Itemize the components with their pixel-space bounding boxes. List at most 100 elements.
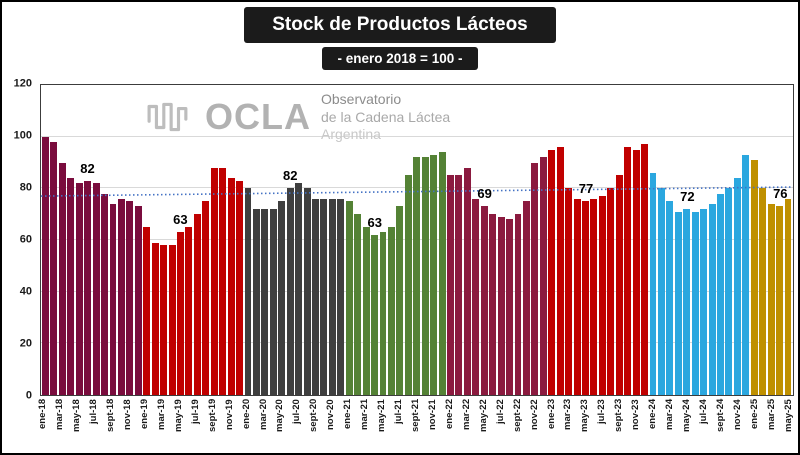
x-axis-label: nov-23 bbox=[630, 399, 642, 430]
bar-nov-20 bbox=[328, 198, 336, 395]
y-axis: 0 20 40 60 80 100 120 bbox=[2, 78, 37, 401]
bar-jul-23 bbox=[598, 196, 606, 395]
bar-oct-19 bbox=[219, 167, 227, 395]
x-axis-label: jul-19 bbox=[189, 399, 201, 424]
y-axis-label: 20 bbox=[19, 337, 32, 350]
x-axis-label: ene-25 bbox=[748, 399, 760, 430]
plot-area: OCLA Observatorio de la Cadena Láctea Ar… bbox=[40, 84, 794, 396]
bar-feb-20 bbox=[252, 209, 260, 395]
bar-abr-19 bbox=[168, 245, 176, 395]
bar-abr-18 bbox=[67, 178, 75, 395]
bar-sept-19 bbox=[210, 167, 218, 395]
bar-sept-21 bbox=[413, 157, 421, 395]
x-axis-label: jul-20 bbox=[291, 399, 303, 424]
bar-ene-23 bbox=[548, 149, 556, 395]
y-axis-label: 100 bbox=[13, 129, 32, 142]
bar-may-23 bbox=[582, 201, 589, 395]
x-axis-label: sept-22 bbox=[511, 399, 523, 433]
bar-sept-24 bbox=[717, 193, 724, 395]
bar-ene-20 bbox=[244, 188, 252, 395]
watermark-text: Observatorio de la Cadena Láctea Argenti… bbox=[321, 91, 450, 144]
bar-sept-23 bbox=[615, 175, 623, 395]
x-axis-label: ene-23 bbox=[545, 399, 557, 430]
x-axis-label: nov-19 bbox=[223, 399, 235, 430]
x-axis-label: may-25 bbox=[782, 399, 794, 432]
ocla-logo-icon bbox=[147, 103, 188, 132]
bar-sept-20 bbox=[312, 198, 319, 395]
x-axis-label: nov-22 bbox=[528, 399, 540, 430]
bar-jul-20 bbox=[295, 183, 303, 395]
x-axis-label: may-21 bbox=[376, 399, 388, 432]
x-axis-label: ene-20 bbox=[240, 399, 252, 430]
y-axis-label: 80 bbox=[19, 181, 32, 194]
x-axis-label: sept-19 bbox=[206, 399, 218, 433]
bar-abr-24 bbox=[674, 211, 682, 395]
bar-jul-24 bbox=[700, 209, 708, 395]
bar-feb-19 bbox=[151, 242, 159, 395]
x-axis-label: sept-23 bbox=[613, 399, 625, 433]
data-label: 69 bbox=[477, 186, 492, 202]
bar-jun-20 bbox=[286, 188, 294, 395]
bar-feb-23 bbox=[556, 147, 564, 395]
bar-jun-19 bbox=[185, 227, 193, 395]
bar-may-18 bbox=[75, 183, 83, 395]
bar-sept-22 bbox=[514, 214, 522, 395]
x-axis-label: mar-22 bbox=[460, 399, 472, 431]
bar-mar-18 bbox=[58, 162, 66, 395]
bar-ene-18 bbox=[42, 136, 49, 395]
bar-oct-24 bbox=[725, 188, 733, 395]
bar-nov-23 bbox=[632, 149, 640, 395]
bar-dic-21 bbox=[438, 152, 446, 395]
y-axis-label: 120 bbox=[13, 77, 32, 90]
x-axis-label: nov-18 bbox=[121, 399, 133, 430]
x-axis-label: may-18 bbox=[71, 399, 83, 432]
x-axis-label: ene-24 bbox=[647, 399, 659, 430]
x-axis-label: nov-24 bbox=[731, 399, 743, 430]
bar-nov-19 bbox=[227, 178, 235, 395]
bar-feb-21 bbox=[354, 214, 362, 395]
bar-jul-18 bbox=[92, 183, 100, 395]
bar-jul-22 bbox=[497, 216, 505, 395]
chart-header: Stock de Productos Lácteos - enero 2018 … bbox=[2, 7, 798, 70]
x-axis-label: mar-23 bbox=[562, 399, 574, 431]
gridline bbox=[41, 135, 793, 137]
data-label: 82 bbox=[80, 160, 95, 176]
bar-jul-21 bbox=[396, 206, 404, 395]
bar-ago-24 bbox=[708, 203, 716, 395]
bar-ago-21 bbox=[404, 175, 412, 395]
x-axis-label: ene-21 bbox=[342, 399, 354, 430]
x-axis-label: nov-21 bbox=[426, 399, 438, 430]
bar-ago-22 bbox=[506, 219, 513, 395]
watermark-line1: Observatorio bbox=[321, 91, 402, 107]
bar-abr-21 bbox=[371, 234, 378, 395]
bar-mar-21 bbox=[362, 227, 370, 395]
bar-may-19 bbox=[177, 232, 184, 395]
watermark-line2: de la Cadena Láctea bbox=[321, 108, 451, 125]
bar-may-22 bbox=[480, 206, 488, 395]
bar-ago-23 bbox=[607, 188, 615, 395]
x-axis-label: mar-18 bbox=[54, 399, 66, 431]
bar-mar-19 bbox=[160, 245, 168, 395]
bar-mar-23 bbox=[565, 188, 573, 395]
y-axis-label: 40 bbox=[19, 285, 32, 298]
x-axis-label: jul-21 bbox=[393, 399, 405, 424]
x-axis-label: may-22 bbox=[477, 399, 489, 432]
bar-jun-18 bbox=[84, 180, 92, 395]
bar-jun-24 bbox=[691, 211, 699, 395]
bar-dic-18 bbox=[134, 206, 142, 395]
bar-ago-18 bbox=[101, 193, 108, 395]
bar-feb-24 bbox=[657, 188, 665, 395]
bar-ago-19 bbox=[202, 201, 210, 395]
bar-oct-18 bbox=[117, 198, 125, 395]
bar-ene-25 bbox=[750, 159, 758, 395]
bar-abr-22 bbox=[472, 198, 480, 395]
bar-may-21 bbox=[379, 232, 387, 395]
x-axis-label: jul-22 bbox=[494, 399, 506, 424]
bar-ene-24 bbox=[649, 172, 657, 395]
bar-nov-22 bbox=[531, 162, 539, 395]
bar-jun-21 bbox=[387, 227, 395, 395]
x-axis-label: mar-20 bbox=[257, 399, 269, 431]
data-label: 76 bbox=[773, 186, 788, 202]
watermark-line3: Argentina bbox=[321, 126, 381, 142]
watermark: OCLA Observatorio de la Cadena Láctea Ar… bbox=[141, 91, 450, 144]
